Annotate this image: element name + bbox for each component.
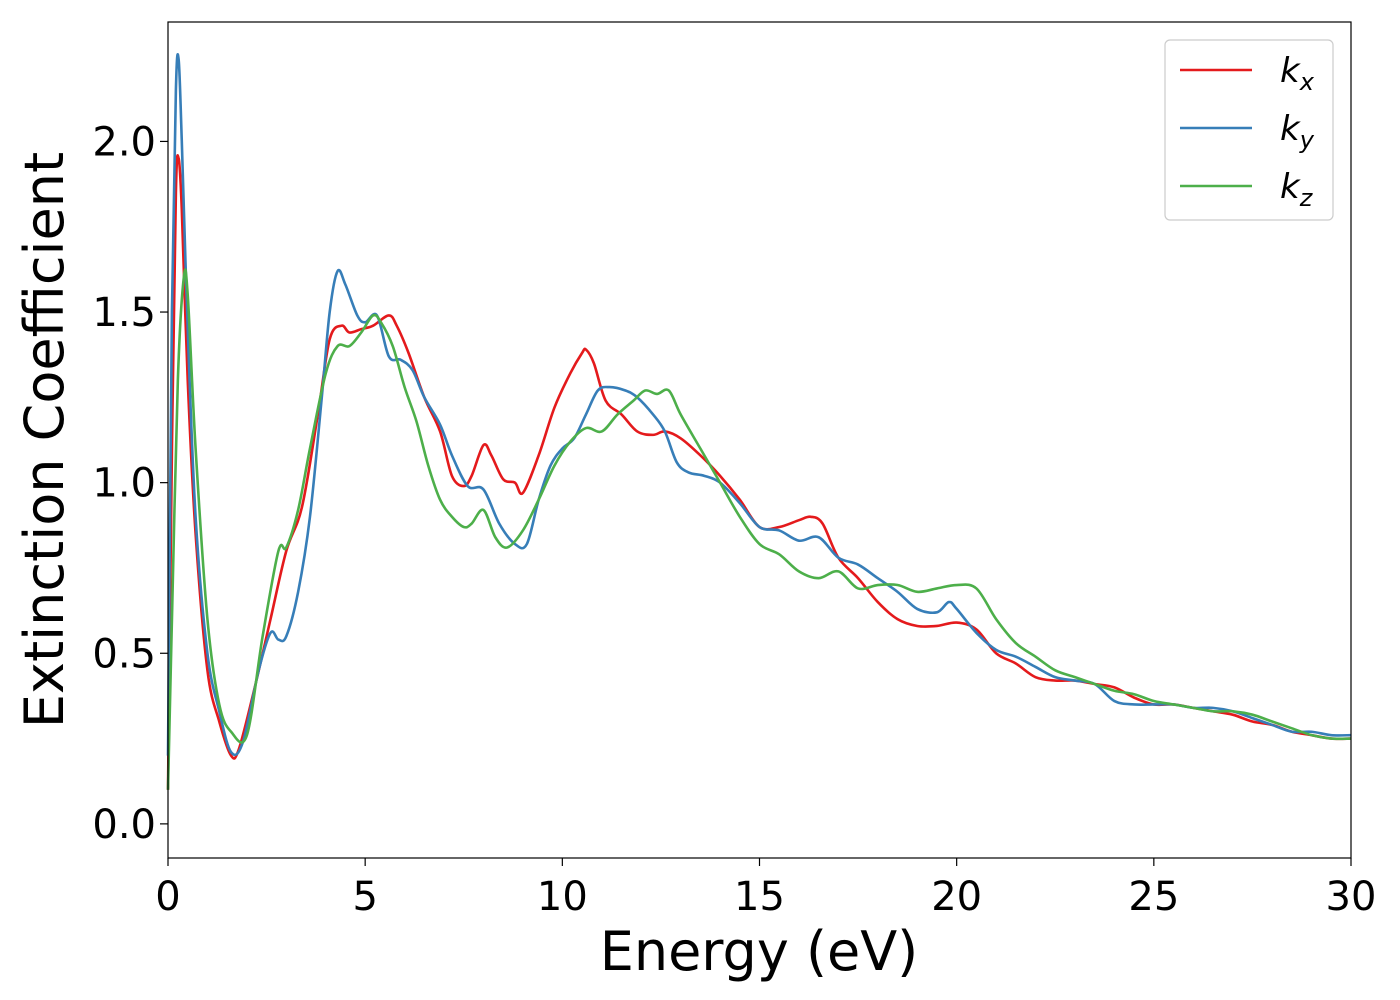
- series-line-y: [166, 53, 1352, 757]
- series-line-z: [166, 268, 1352, 790]
- plot-frame: [167, 21, 1352, 859]
- x-tick-label: 5: [352, 874, 377, 920]
- y-tick-label: 0.0: [92, 802, 156, 848]
- y-tick-label: 0.5: [92, 631, 156, 677]
- x-tick-label: 25: [1128, 874, 1179, 920]
- x-axis-ticks: 0 5 10 15 20 25 30: [155, 858, 1376, 920]
- y-axis-ticks: 0.0 0.5 1.0 1.5 2.0: [92, 119, 168, 848]
- y-tick-label: 1.5: [92, 290, 156, 336]
- plot-lines: [166, 53, 1352, 790]
- x-tick-label: 15: [734, 874, 785, 920]
- x-tick-label: 10: [537, 874, 588, 920]
- legend-label-z: kz: [1280, 167, 1314, 212]
- legend-label-y: ky: [1280, 109, 1315, 154]
- x-tick-label: 20: [931, 874, 982, 920]
- x-tick-label: 30: [1326, 874, 1377, 920]
- x-axis-label: Energy (eV): [600, 920, 919, 983]
- legend: kx ky kz: [1164, 39, 1334, 221]
- legend-label-x: kx: [1280, 51, 1315, 96]
- y-tick-label: 1.0: [92, 461, 156, 507]
- x-tick-label: 0: [155, 874, 180, 920]
- legend-items: kx ky kz: [1180, 51, 1315, 212]
- y-tick-label: 2.0: [92, 119, 156, 165]
- legend-box: [1164, 39, 1334, 221]
- y-axis-label: Extinction Coefficient: [13, 152, 76, 728]
